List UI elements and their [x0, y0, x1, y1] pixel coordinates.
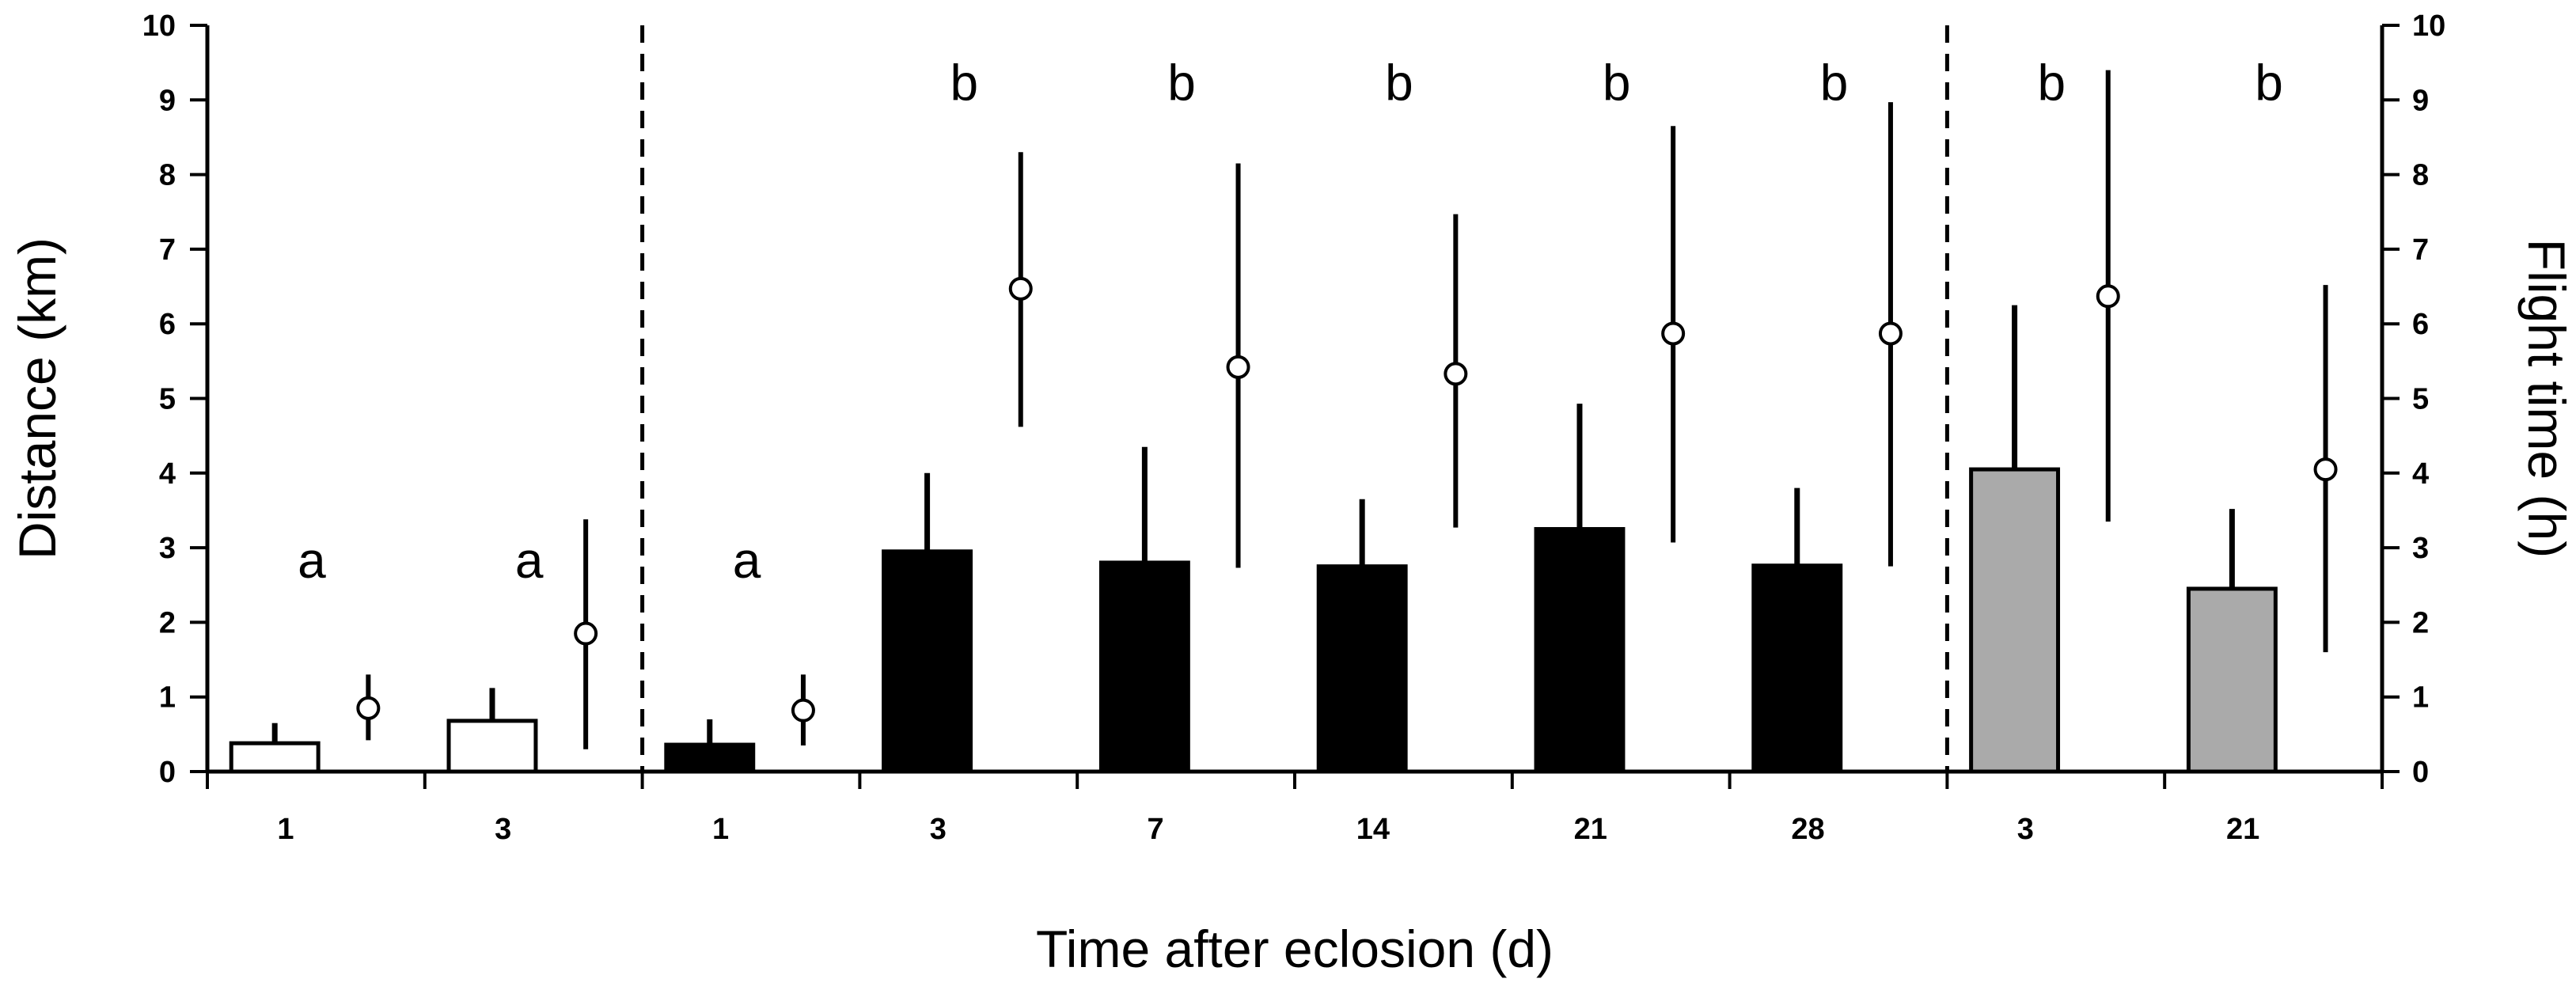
flight-time-point — [1661, 321, 1686, 346]
category-label: 21 — [1574, 813, 1607, 846]
distance-bar — [229, 741, 321, 774]
axes — [190, 24, 2400, 789]
left-tick-label: 10 — [142, 9, 176, 43]
left-tick-label: 3 — [159, 532, 176, 565]
flight-time-point — [2096, 284, 2120, 309]
right-tick-label: 5 — [2412, 383, 2429, 416]
flight-time-point — [356, 696, 381, 720]
distance-bar — [882, 549, 973, 774]
distance-bar — [1969, 467, 2061, 774]
left-tick-label: 9 — [159, 84, 176, 117]
distance-bars — [229, 305, 2278, 774]
left-tick-label: 4 — [159, 457, 176, 491]
distance-bar — [1751, 563, 1843, 774]
y2-axis-title: Flight time (h) — [2517, 239, 2576, 558]
category-label: 21 — [2226, 813, 2259, 846]
right-tick-label: 6 — [2412, 308, 2429, 341]
left-tick-label: 5 — [159, 383, 176, 416]
right-tick-label: 2 — [2412, 606, 2429, 639]
category-label: 3 — [930, 813, 947, 846]
category-label: 14 — [1356, 813, 1390, 846]
y-axis-title: Distance (km) — [8, 237, 66, 559]
right-tick-label: 9 — [2412, 84, 2429, 117]
flight-time-point — [791, 698, 815, 723]
significance-letter: b — [1167, 54, 1196, 111]
flight-time-point — [1008, 276, 1033, 301]
significance-letter: b — [950, 54, 979, 111]
category-label: 1 — [712, 813, 729, 846]
right-tick-label: 7 — [2412, 233, 2429, 267]
flight-time-point — [574, 621, 598, 646]
left-tick-label: 0 — [159, 756, 176, 789]
left-tick-label: 8 — [159, 159, 176, 192]
distance-bar — [1534, 527, 1626, 774]
distance-bar — [1098, 560, 1190, 774]
significance-letter: b — [2038, 54, 2066, 111]
significance-letter: a — [298, 532, 326, 589]
category-label: 7 — [1148, 813, 1164, 846]
right-tick-label: 4 — [2412, 457, 2429, 491]
significance-letter: b — [1820, 54, 1849, 111]
distance-bar — [446, 719, 538, 774]
category-label: 1 — [277, 813, 294, 846]
left-tick-label: 6 — [159, 308, 176, 341]
group-separators — [640, 25, 1949, 772]
left-tick-labels: 0 1 2 3 4 5 6 7 8 9 10 — [142, 9, 176, 789]
flight-time-point — [2313, 457, 2338, 482]
right-tick-label: 1 — [2412, 681, 2429, 715]
category-label: 28 — [1791, 813, 1824, 846]
significance-letter: a — [515, 532, 544, 589]
flight-time-point — [1444, 362, 1468, 386]
left-tick-label: 1 — [159, 681, 176, 715]
left-tick-label: 2 — [159, 606, 176, 639]
flight-time-point — [1226, 355, 1250, 379]
significance-letter: b — [1385, 54, 1413, 111]
flight-time-point — [1878, 321, 1903, 346]
distance-bar — [1316, 564, 1408, 774]
significance-letter: b — [2255, 54, 2283, 111]
right-tick-label: 10 — [2412, 9, 2445, 43]
significance-letter: a — [733, 532, 761, 589]
flight-time-points — [356, 70, 2338, 749]
distance-bar — [664, 742, 756, 774]
significance-letters: a a a b b b b b b b — [298, 54, 2283, 589]
distance-bar — [2186, 586, 2278, 774]
significance-letter: b — [1603, 54, 1631, 111]
left-tick-label: 7 — [159, 233, 176, 267]
category-labels: 1 3 1 3 7 14 21 28 3 21 — [277, 813, 2259, 846]
right-tick-labels: 0 1 2 3 4 5 6 7 8 9 10 — [2412, 9, 2445, 789]
category-label: 3 — [495, 813, 511, 846]
x-axis-title: Time after eclosion (d) — [1036, 920, 1554, 978]
right-tick-label: 3 — [2412, 532, 2429, 565]
category-label: 3 — [2017, 813, 2034, 846]
right-tick-label: 0 — [2412, 756, 2429, 789]
right-tick-label: 8 — [2412, 159, 2429, 192]
